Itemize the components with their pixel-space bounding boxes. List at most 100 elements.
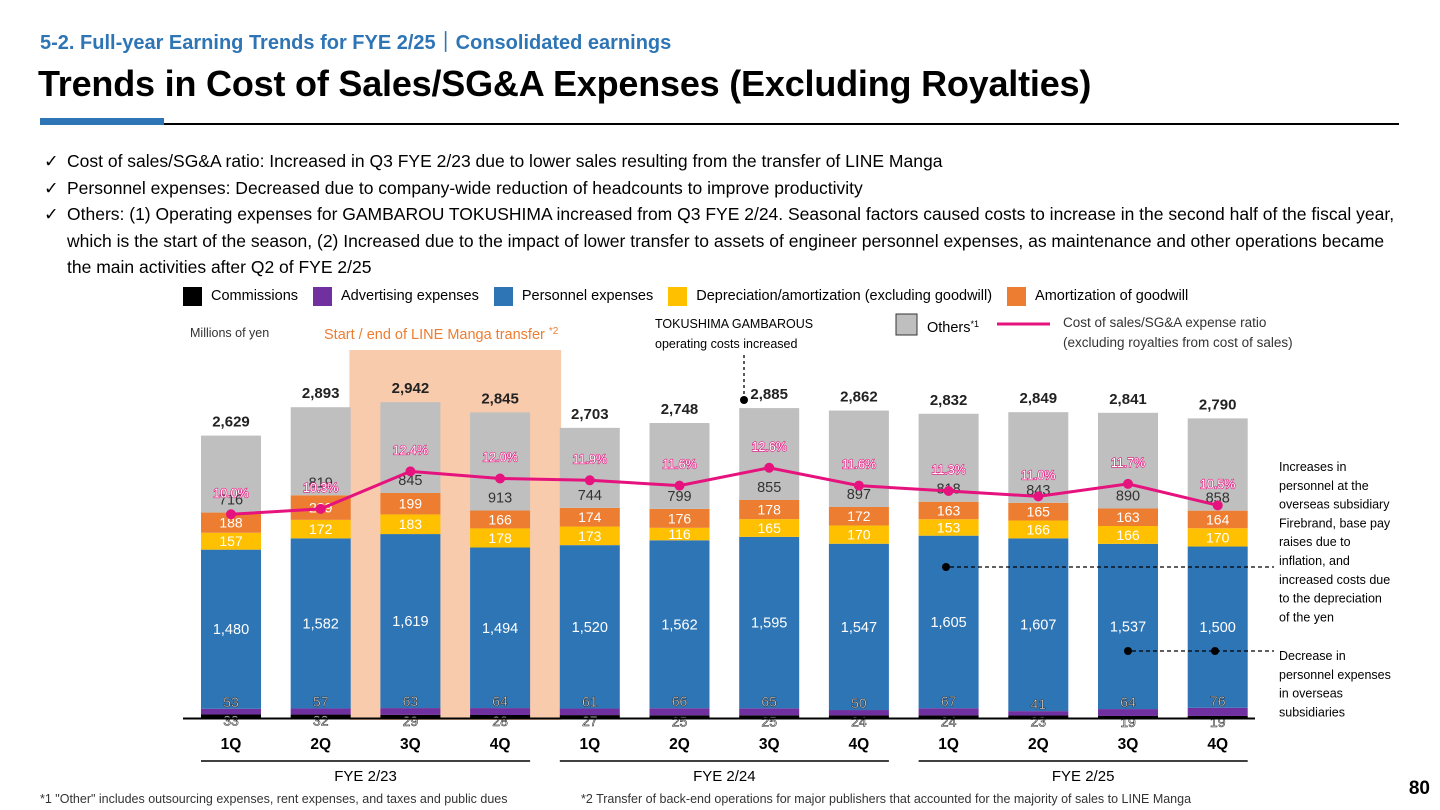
- data-label-goodwill: 163: [937, 502, 961, 518]
- ratio-label: 12.4%: [393, 443, 428, 457]
- legend-item-goodwill: Amortization of goodwill: [1007, 286, 1189, 306]
- bar-segment-advertising: [559, 708, 620, 716]
- ratio-point: [853, 480, 864, 491]
- bullet-item: ✓ Cost of sales/SG&A ratio: Increased in …: [44, 148, 1404, 175]
- data-label-advertising: 67: [941, 693, 957, 709]
- ratio-label: 11.7%: [1111, 456, 1146, 470]
- total-label: 2,862: [840, 389, 878, 406]
- decrease-note-dot: [1124, 647, 1132, 655]
- category-label: 2Q: [669, 736, 690, 753]
- bar-segment-advertising: [290, 708, 351, 715]
- title-divider: [40, 123, 1399, 125]
- ratio-point: [1123, 478, 1133, 489]
- ratio-point: [495, 473, 506, 484]
- increase-note-line: to the depreciation: [1279, 592, 1382, 606]
- data-label-depreciation: 166: [1027, 521, 1051, 537]
- bar-segment-personnel: [649, 540, 710, 709]
- data-label-advertising: 76: [1210, 693, 1226, 709]
- decrease-note-line: Decrease in: [1279, 649, 1346, 663]
- total-label: 2,748: [661, 401, 699, 418]
- bar-segment-goodwill: [828, 506, 889, 526]
- total-label: 2,841: [1109, 391, 1147, 408]
- data-label-depreciation: 166: [1116, 527, 1140, 543]
- page-number: 80: [1408, 778, 1430, 799]
- data-label-goodwill: 163: [1116, 509, 1140, 525]
- data-label-others: 845: [398, 473, 422, 489]
- legend-others-sup: *1: [971, 319, 980, 329]
- ratio-point: [674, 480, 685, 491]
- bar-segment-personnel: [201, 549, 261, 709]
- bar-segment-commissions: [559, 715, 620, 718]
- bar-segment-others: [380, 402, 441, 494]
- bar-segment-depreciation: [649, 527, 710, 541]
- data-label-commissions: 29: [403, 713, 419, 729]
- data-label-depreciation: 183: [399, 516, 423, 532]
- bar-segment-personnel: [470, 547, 531, 709]
- line-manga-sup: *2: [549, 326, 559, 337]
- data-label-commissions: 24: [851, 713, 867, 729]
- legend-swatch-goodwill: [1007, 286, 1027, 306]
- bar-segment-depreciation: [470, 528, 531, 548]
- data-label-commissions: 28: [492, 713, 508, 729]
- category-label: 2Q: [310, 736, 331, 753]
- check-icon: ✓: [44, 204, 59, 224]
- data-label-others: 890: [1116, 488, 1140, 504]
- bar-segment-depreciation: [290, 519, 351, 539]
- bar-segment-advertising: [1187, 707, 1248, 716]
- bar-segment-goodwill: [1008, 502, 1069, 521]
- ratio-label: 10.3%: [303, 481, 338, 495]
- ratio-label: 12.0%: [482, 451, 517, 465]
- bar-segment-advertising: [1098, 709, 1158, 716]
- bar-segment-commissions: [739, 715, 800, 718]
- data-label-others: 897: [847, 487, 871, 503]
- data-label-depreciation: 172: [309, 521, 333, 537]
- data-label-goodwill: 166: [488, 511, 512, 527]
- legend-label-advertising: Advertising expenses: [341, 288, 479, 304]
- ratio-point: [584, 475, 595, 486]
- tokushima-callout-dot: [740, 396, 748, 404]
- category-label: 3Q: [400, 736, 421, 753]
- data-label-goodwill: 172: [847, 508, 871, 524]
- bar-segment-goodwill: [559, 507, 620, 527]
- bar-segment-commissions: [649, 715, 710, 718]
- legend-swatch-others: [895, 313, 918, 336]
- ratio-label: 11.0%: [1021, 468, 1056, 482]
- data-label-depreciation: 173: [578, 528, 602, 544]
- data-label-commissions: 19: [1120, 714, 1136, 730]
- title-accent-bar: [40, 118, 164, 125]
- bar-segment-commissions: [290, 714, 351, 718]
- data-label-personnel: 1,520: [572, 620, 608, 636]
- data-label-personnel: 1,607: [1020, 618, 1056, 634]
- bar-segment-personnel: [739, 536, 800, 709]
- increase-note-dot: [942, 563, 950, 571]
- bar-segment-goodwill: [739, 499, 800, 520]
- bar-segment-personnel: [290, 538, 351, 709]
- data-label-advertising: 41: [1031, 696, 1047, 712]
- data-label-advertising: 63: [403, 693, 419, 709]
- legend-label-goodwill: Amortization of goodwill: [1035, 288, 1189, 304]
- legend-swatch-depreciation: [668, 286, 688, 306]
- footnote-2: *2 Transfer of back-end operations for m…: [581, 792, 1191, 806]
- bar-segment-advertising: [739, 708, 800, 716]
- data-label-goodwill: 199: [399, 496, 423, 512]
- data-label-advertising: 61: [582, 694, 598, 710]
- increase-note-line: Increases in: [1279, 460, 1346, 474]
- bar-segment-goodwill: [1187, 510, 1248, 529]
- data-label-depreciation: 170: [1206, 529, 1230, 545]
- bar-segment-depreciation: [828, 525, 889, 544]
- legend-item-depreciation: Depreciation/amortization (excluding goo…: [668, 286, 992, 306]
- total-label: 2,832: [930, 392, 968, 409]
- total-label: 2,790: [1199, 396, 1237, 413]
- legend-swatch-personnel: [493, 286, 513, 306]
- legend-swatch-commissions: [183, 286, 202, 306]
- legend-label-ratio-line2: (excluding royalties from cost of sales): [1063, 335, 1293, 350]
- bar-segment-depreciation: [739, 519, 800, 537]
- bar-segment-others: [649, 423, 710, 509]
- data-label-others: 913: [488, 491, 512, 507]
- bar-segment-goodwill: [201, 512, 261, 533]
- increase-note-line: Firebrand, base pay: [1279, 516, 1391, 530]
- legend-label-personnel: Personnel expenses: [521, 288, 654, 304]
- decrease-note-line: in overseas: [1279, 687, 1343, 701]
- data-label-goodwill: 178: [758, 502, 782, 518]
- data-label-goodwill: 165: [1027, 504, 1051, 520]
